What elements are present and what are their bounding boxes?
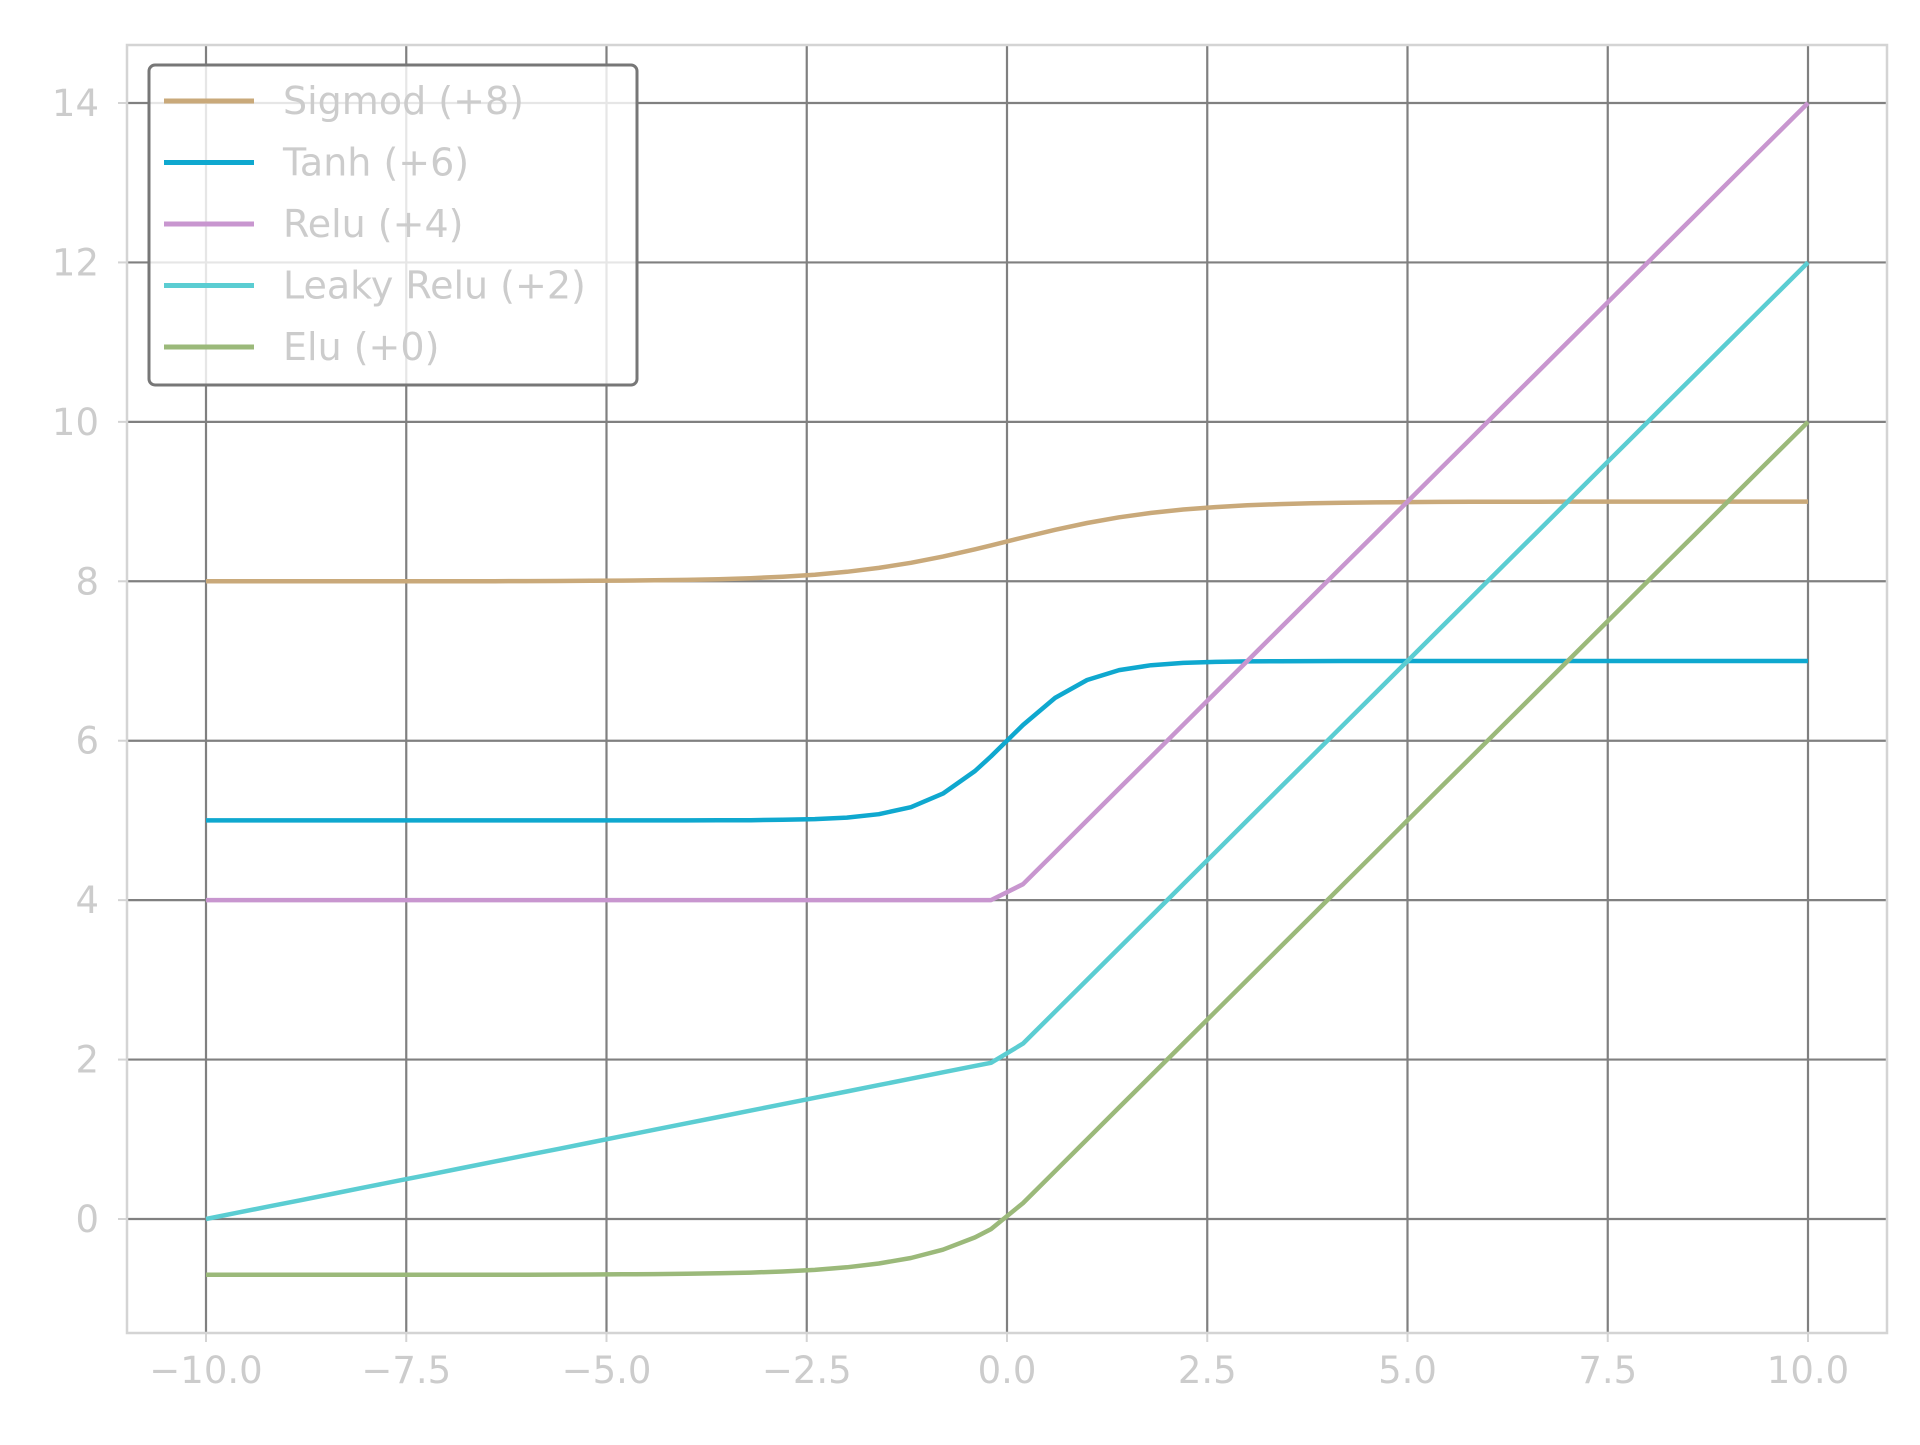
series-line bbox=[205, 260, 1810, 1222]
y-tick-label: 0 bbox=[75, 1198, 99, 1241]
y-tick-label: 14 bbox=[52, 82, 99, 125]
x-tick-label: −10.0 bbox=[149, 1349, 262, 1392]
x-tick-label: −5.0 bbox=[562, 1349, 652, 1392]
series-line bbox=[206, 420, 1810, 1278]
y-tick-label: 8 bbox=[75, 560, 99, 603]
x-tick-label: 7.5 bbox=[1578, 1349, 1637, 1392]
legend-label: Tanh (+6) bbox=[282, 141, 469, 185]
x-tick-label: 2.5 bbox=[1178, 1349, 1237, 1392]
legend: Sigmod (+8) Tanh (+6) Relu (+4) Leaky Relu … bbox=[147, 63, 639, 387]
series-line bbox=[206, 658, 1808, 823]
y-tick-label: 6 bbox=[75, 720, 99, 763]
legend-label: Relu (+4) bbox=[283, 202, 463, 246]
series-line bbox=[206, 499, 1808, 584]
x-tick-label: 5.0 bbox=[1378, 1349, 1437, 1392]
y-tick-label: 10 bbox=[52, 401, 99, 444]
y-axis-ticks: 0 2 4 6 8 10 12 14 bbox=[52, 82, 127, 1241]
y-tick-label: 4 bbox=[75, 879, 99, 922]
legend-label: Sigmod (+8) bbox=[283, 79, 524, 123]
y-tick-label: 12 bbox=[52, 241, 99, 284]
legend-box bbox=[147, 63, 639, 387]
series-line bbox=[206, 101, 1810, 903]
x-tick-label: −7.5 bbox=[361, 1349, 451, 1392]
y-tick-label: 2 bbox=[75, 1039, 99, 1082]
x-axis-ticks: −10.0 −7.5 −5.0 −2.5 0.0 2.5 5.0 7.5 10.0 bbox=[149, 1333, 1849, 1392]
legend-label: Leaky Relu (+2) bbox=[283, 264, 586, 308]
x-tick-label: −2.5 bbox=[762, 1349, 852, 1392]
legend-label: Elu (+0) bbox=[283, 325, 439, 369]
x-tick-label: 10.0 bbox=[1767, 1349, 1849, 1392]
x-tick-label: 0.0 bbox=[978, 1349, 1037, 1392]
series-lines bbox=[205, 101, 1810, 1278]
